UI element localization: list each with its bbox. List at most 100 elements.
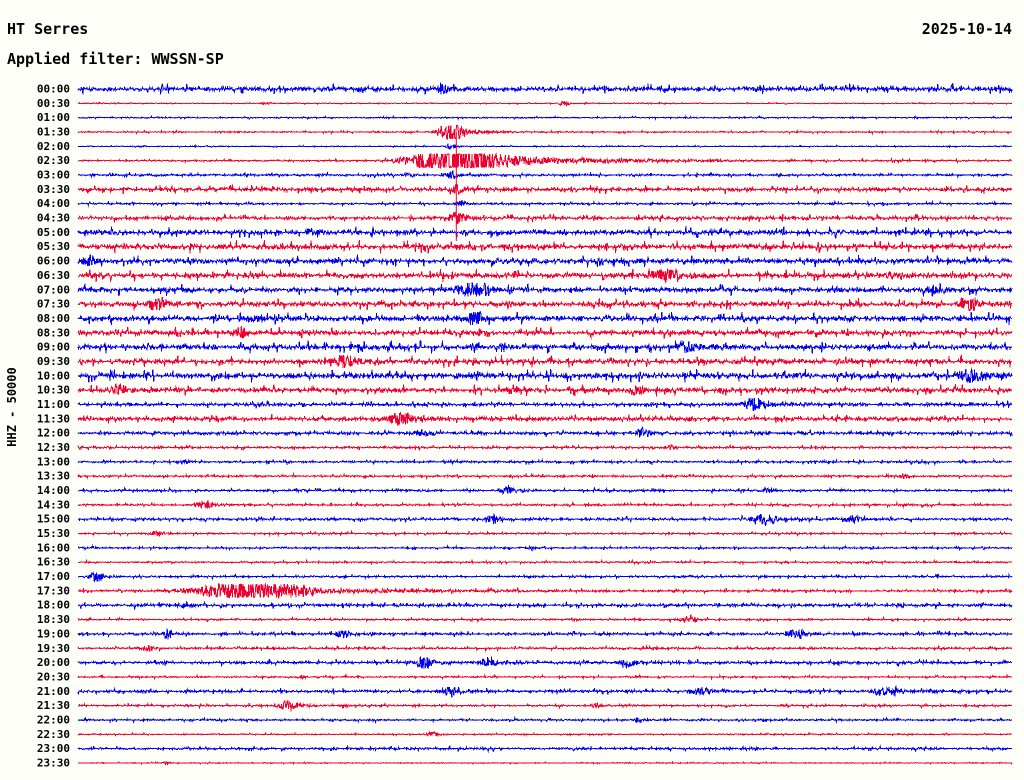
trace-row: [77, 114, 1012, 121]
time-tick-label: 03:00: [37, 169, 70, 182]
trace-row: [77, 353, 1013, 369]
trace-row: [78, 730, 1013, 738]
time-tick-label: 22:00: [37, 714, 70, 727]
time-tick-label: 23:30: [37, 757, 70, 770]
time-tick-label: 12:00: [37, 427, 70, 440]
time-tick-label: 11:00: [37, 398, 70, 411]
time-tick-label: 18:00: [37, 599, 70, 612]
time-tick-label: 07:30: [37, 298, 70, 311]
time-tick-label: 01:30: [37, 126, 70, 139]
trace-row: [77, 558, 1013, 566]
time-tick-label: 00:00: [37, 83, 70, 96]
trace-row: [77, 716, 1013, 725]
time-tick-label: 21:00: [37, 685, 70, 698]
trace-row: [77, 600, 1013, 611]
time-tick-label: 06:30: [37, 269, 70, 282]
trace-row: [77, 82, 1013, 95]
time-tick-label: 12:30: [37, 441, 70, 454]
trace-row: [77, 544, 1013, 552]
trace-row: [77, 426, 1013, 438]
time-tick-label: 15:00: [37, 513, 70, 526]
trace-row: [77, 644, 1013, 653]
time-tick-label: 16:30: [37, 556, 70, 569]
time-tick-label: 20:00: [37, 656, 70, 669]
time-tick-label: 02:00: [37, 140, 70, 153]
time-tick-label: 14:30: [37, 498, 70, 511]
trace-row: [77, 142, 1013, 151]
time-tick-label: 04:30: [37, 212, 70, 225]
time-tick-label: 10:30: [37, 384, 70, 397]
trace-row: [77, 628, 1013, 640]
trace-row: [77, 744, 1013, 754]
time-tick-label: 02:30: [37, 154, 70, 167]
trace-row: [78, 152, 1013, 170]
time-tick-label: 09:30: [37, 355, 70, 368]
time-tick-label: 00:30: [37, 97, 70, 110]
date-label: 2025-10-14: [921, 20, 1012, 38]
trace-row: [77, 457, 1012, 467]
trace-row: [77, 685, 1013, 698]
time-tick-label: 05:30: [37, 240, 70, 253]
trace-row: [77, 529, 1013, 538]
time-tick-label: 19:00: [37, 627, 70, 640]
trace-row: [77, 500, 1013, 510]
time-tick-label: 23:00: [37, 742, 70, 755]
trace-row: [77, 614, 1013, 624]
trace-row: [77, 472, 1012, 481]
trace-row: [77, 383, 1013, 397]
time-tick-label: 18:30: [37, 613, 70, 626]
time-tick-label: 10:00: [37, 369, 70, 382]
time-tick-label: 11:30: [37, 412, 70, 425]
time-tick-label: 06:00: [37, 255, 70, 268]
trace-row: [78, 169, 1013, 180]
trace-row: [77, 339, 1013, 354]
trace-row: [77, 513, 1013, 526]
helicorder-plot: 00:00 00:30 01:00 01:30 02:00 02:30 03:00 03:30…: [0, 76, 1024, 776]
time-tick-label: 08:00: [37, 312, 70, 325]
time-tick-label: 22:30: [37, 728, 70, 741]
trace-row: [77, 297, 1013, 312]
time-tick-label: 14:00: [37, 484, 70, 497]
trace-row: [77, 226, 1013, 239]
trace-row: [77, 100, 1013, 107]
trace-row: [77, 571, 1013, 583]
time-tick-label: 09:00: [37, 341, 70, 354]
time-tick-label: 01:00: [37, 111, 70, 124]
time-tick-label: 08:30: [37, 326, 70, 339]
trace-row: [77, 268, 1013, 284]
page-title: HT Serres: [7, 20, 89, 38]
time-tick-label: 17:00: [37, 570, 70, 583]
trace-row: [77, 673, 1013, 681]
time-tick-label: 13:00: [37, 455, 70, 468]
time-tick-label: 17:30: [37, 584, 70, 597]
trace-row: [78, 582, 1013, 600]
trace-row: [77, 124, 1013, 141]
trace-row: [77, 656, 1012, 670]
time-tick-label: 21:30: [37, 699, 70, 712]
time-tick-label: 16:00: [37, 541, 70, 554]
time-tick-label: 07:00: [37, 283, 70, 296]
trace-row: [77, 367, 1013, 384]
trace-row: [77, 443, 1013, 452]
trace-row: [77, 412, 1012, 426]
trace-row: [78, 700, 1012, 712]
time-tick-label: 15:30: [37, 527, 70, 540]
trace-row: [77, 310, 1013, 326]
trace-row: [77, 282, 1013, 297]
trace-row: [77, 240, 1013, 254]
time-tick-label: 05:00: [37, 226, 70, 239]
trace-row: [78, 484, 1013, 496]
trace-row: [77, 254, 1013, 268]
time-tick-label: 13:30: [37, 470, 70, 483]
time-tick-label: 04:00: [37, 197, 70, 210]
trace-row: [77, 760, 1013, 767]
filter-label: Applied filter: WWSSN-SP: [7, 50, 224, 68]
trace-row: [77, 199, 1013, 208]
time-tick-label: 19:30: [37, 642, 70, 655]
time-tick-label: 20:30: [37, 670, 70, 683]
trace-row: [77, 397, 1013, 412]
trace-row: [77, 326, 1013, 340]
trace-row: [77, 211, 1013, 225]
